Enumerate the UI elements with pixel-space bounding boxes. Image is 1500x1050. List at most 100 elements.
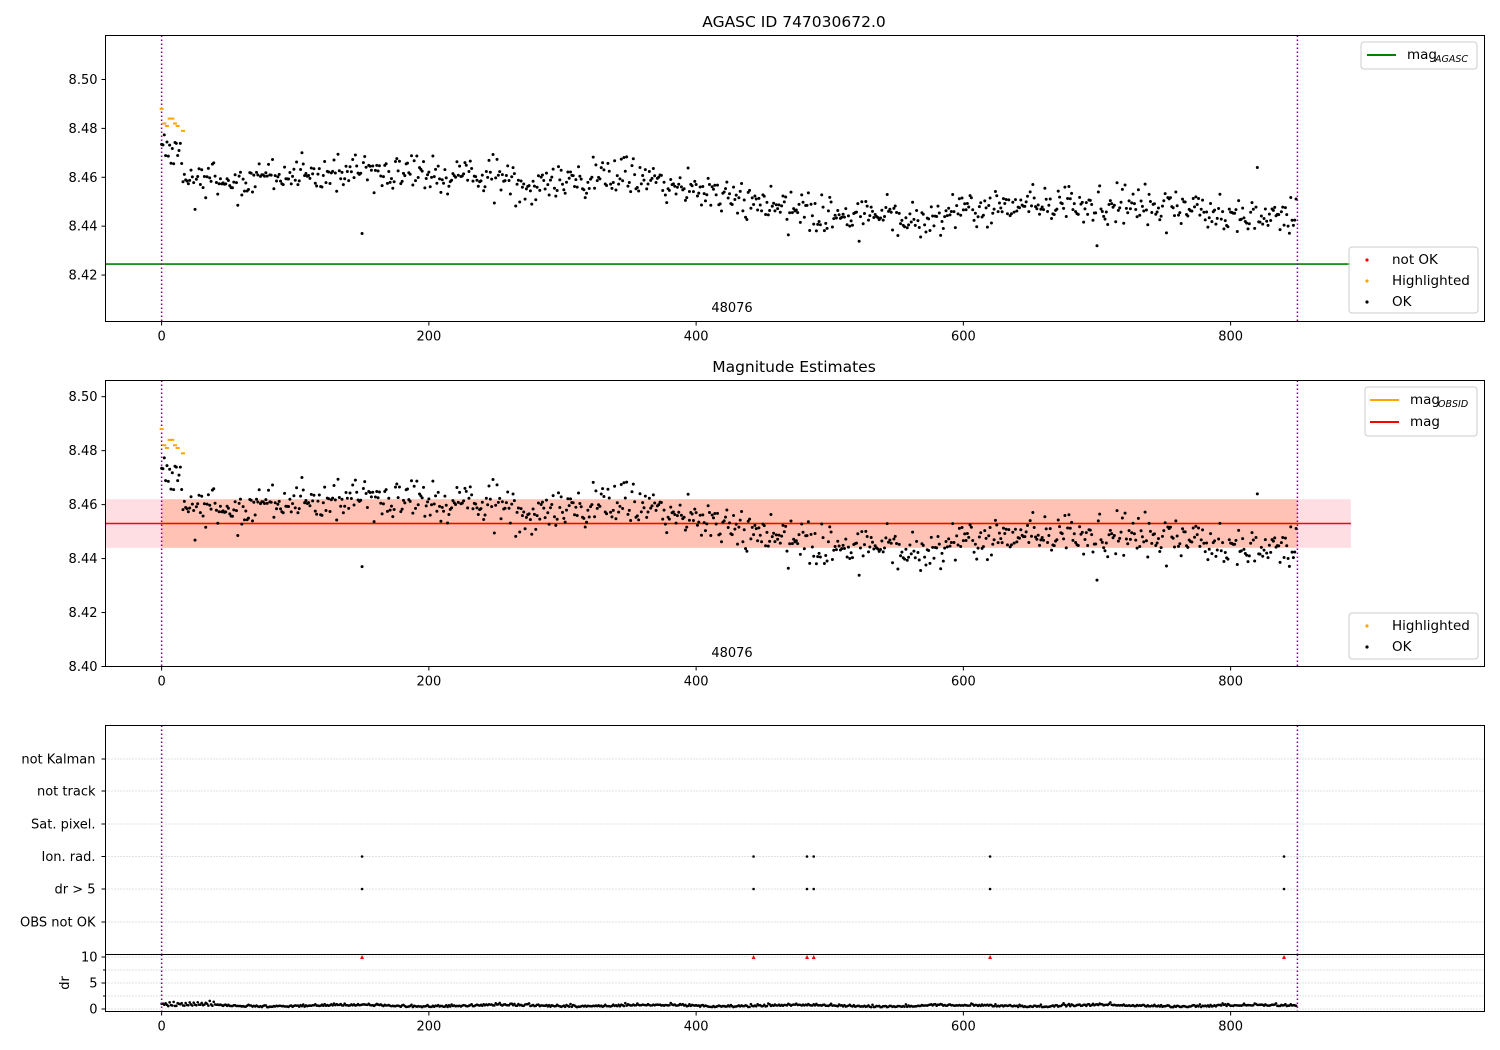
dr-point (192, 1001, 195, 1004)
ok-point (653, 174, 657, 178)
ok-point (667, 517, 671, 521)
panel-1-frame (105, 35, 1485, 322)
ok-point (924, 563, 928, 567)
ok-point (392, 507, 396, 511)
ok-point (984, 536, 988, 540)
ok-point (891, 561, 895, 565)
ok-point (542, 178, 546, 182)
ok-point (911, 530, 915, 534)
ok-point (893, 534, 897, 538)
ok-point (1215, 548, 1219, 552)
ok-point (532, 184, 536, 188)
ok-point (208, 503, 212, 507)
ok-point (341, 511, 345, 515)
ok-point (475, 178, 479, 182)
ok-point (575, 514, 579, 518)
ok-point (1130, 531, 1134, 535)
ok-point (728, 192, 732, 196)
ok-point (753, 523, 757, 527)
ok-point (444, 176, 448, 180)
ok-point (414, 179, 418, 183)
ok-point (899, 222, 903, 226)
ok-point (1027, 541, 1031, 544)
ok-point (540, 173, 544, 177)
dr-point (869, 1005, 873, 1009)
ok-point (845, 555, 849, 559)
ok-point (854, 210, 858, 214)
p2-xtick-label-400: 400 (684, 675, 709, 690)
dr-point (200, 1001, 204, 1005)
ok-point (1144, 208, 1148, 212)
ok-point (456, 500, 460, 504)
ok-point (896, 567, 900, 571)
ok-point (1063, 514, 1067, 518)
ok-point (1177, 213, 1180, 217)
ok-point (226, 179, 230, 183)
ok-point (450, 178, 454, 182)
ok-point (788, 542, 792, 546)
ok-point (810, 214, 814, 218)
ok-point (789, 190, 793, 194)
ok-point (1118, 536, 1122, 540)
ok-point (1242, 547, 1246, 551)
ok-point (765, 530, 769, 534)
legend-mag-obsid-label: mag (1410, 392, 1440, 408)
panel-3-4-frame (105, 725, 1485, 1012)
ok-point (396, 496, 400, 500)
ok-point (1251, 538, 1255, 542)
ok-point (416, 175, 420, 179)
ok-point (1023, 204, 1027, 208)
ok-point (710, 185, 714, 189)
ok-point (1007, 528, 1011, 532)
ok-point (661, 188, 665, 192)
ok-point (498, 496, 502, 500)
ok-point (858, 215, 862, 219)
ok-point (649, 506, 653, 510)
ok-point (1067, 513, 1071, 517)
ok-point (1289, 525, 1293, 529)
ok-point (609, 510, 613, 514)
ok-point (369, 495, 373, 499)
ok-point (438, 177, 442, 181)
ok-point (380, 184, 384, 188)
dr-point (470, 1002, 473, 1006)
ok-point (585, 520, 589, 524)
ok-point (861, 222, 865, 226)
ok-point (893, 204, 897, 208)
ok-point (820, 522, 824, 526)
ok-point (249, 171, 253, 175)
ok-point (1099, 207, 1103, 211)
ok-point (754, 197, 758, 201)
ok-point (422, 485, 426, 489)
ok-point (349, 496, 353, 500)
ok-point (304, 498, 308, 502)
ok-point (935, 215, 939, 219)
dr-point (180, 1001, 183, 1005)
ok-point (1179, 222, 1183, 226)
ok-point (630, 490, 634, 494)
ok-point (1147, 521, 1151, 525)
ok-point (873, 544, 877, 548)
ok-point (602, 168, 606, 172)
ok-point (1163, 192, 1167, 196)
ok-point (423, 514, 427, 518)
ok-point (426, 500, 430, 504)
ok-point (1000, 541, 1004, 545)
ok-point (283, 165, 287, 169)
ok-point (181, 180, 185, 184)
ok-point (836, 539, 840, 543)
ok-point (931, 545, 935, 549)
ok-point (973, 542, 977, 546)
ok-point (340, 497, 344, 501)
ok-point (562, 188, 566, 192)
ok-point (627, 508, 631, 512)
ok-point (1183, 530, 1187, 534)
ok-point (917, 226, 921, 229)
ok-point (216, 521, 220, 525)
ok-point (817, 551, 821, 555)
ok-point (697, 191, 701, 195)
ok-point (1076, 544, 1080, 547)
ok-point (685, 525, 689, 529)
ok-point (1183, 200, 1187, 204)
ok-point (546, 183, 550, 187)
